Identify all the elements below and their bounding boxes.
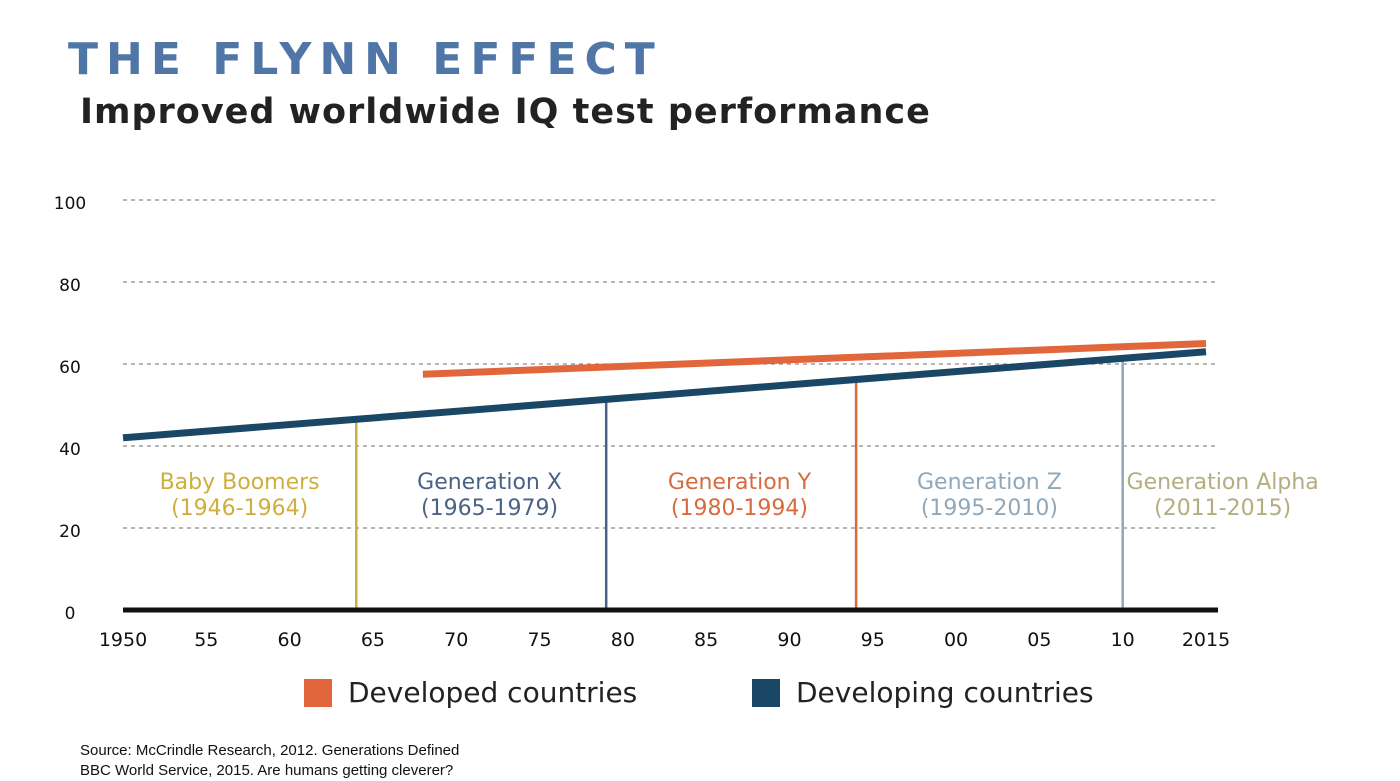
series-line-developed [422,340,1207,378]
legend-swatch-developing [752,678,780,707]
x-tick-label: 1950 [99,629,147,651]
x-tick-label: 00 [944,629,968,651]
generation-range: (1946-1964) [171,496,308,521]
legend-item-developing: Developing countries [752,676,1094,709]
generation-range: (1965-1979) [421,496,558,521]
x-tick-label: 55 [194,629,218,651]
x-tick-label: 05 [1027,629,1051,651]
chart-title: THE FLYNN EFFECT [68,34,663,85]
generation-name: Generation X [417,470,562,495]
source-line-1: Source: McCrindle Research, 2012. Genera… [80,742,460,759]
legend-label-developed: Developed countries [348,676,638,709]
generation-name: Generation Y [668,470,812,495]
x-tick-label: 10 [1111,629,1135,651]
y-tick-label: 60 [59,358,81,378]
x-tick-label: 95 [861,629,885,651]
y-tick-label: 40 [59,440,81,460]
legend: Developed countries Developing countries [0,676,1400,716]
generation-name: Generation Alpha [1127,470,1319,495]
x-tick-label: 65 [361,629,385,651]
y-tick-label: 20 [59,522,81,542]
x-tick-label: 85 [694,629,718,651]
x-tick-label: 90 [777,629,801,651]
generation-range: (1995-2010) [921,496,1058,521]
legend-item-developed: Developed countries [304,676,637,709]
generation-range: (1980-1994) [671,496,808,521]
source-note: Source: McCrindle Research, 2012. Genera… [80,741,459,781]
y-tick-label: 100 [54,194,86,214]
x-tick-label: 80 [611,629,635,651]
y-tick-label: 80 [59,276,81,296]
y-tick-label: 0 [65,604,76,624]
generation-name: Baby Boomers [160,470,320,495]
x-tick-label: 70 [444,629,468,651]
legend-label-developing: Developing countries [796,676,1094,709]
legend-swatch-developed [304,678,332,707]
generation-range: (2011-2015) [1154,496,1291,521]
x-tick-label: 60 [278,629,302,651]
series-line-developing [122,348,1207,442]
source-line-2: BBC World Service, 2015. Are humans gett… [80,762,454,779]
chart-subtitle: Improved worldwide IQ test performance [80,92,931,132]
x-tick-label: 75 [527,629,551,651]
x-tick-label: 2015 [1182,629,1230,651]
generation-name: Generation Z [917,470,1062,495]
